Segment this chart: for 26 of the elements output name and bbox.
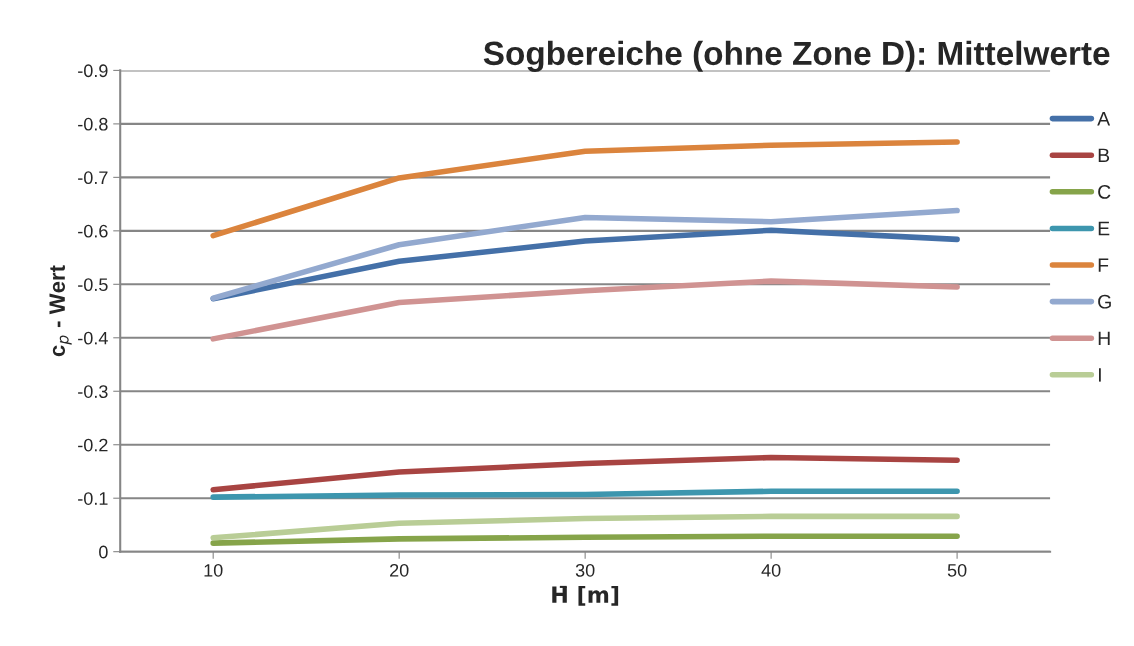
x-tick-label: 10 (204, 563, 223, 577)
y-tick-label: -0.2 (78, 438, 108, 452)
y-tick-label: -0.8 (78, 117, 108, 131)
legend-label: C (1098, 185, 1111, 199)
y-tick-label: -0.7 (78, 171, 108, 185)
y-tick-label: 0 (99, 545, 108, 559)
x-axis-title: H̄ [m] (552, 585, 619, 606)
legend-label: H (1098, 331, 1110, 346)
legend-label: F (1098, 258, 1109, 272)
x-tick-label: 30 (575, 563, 595, 577)
y-axis-title: c$_{p}$ - Wert (49, 265, 72, 357)
y-tick-label: -0.3 (78, 385, 108, 398)
y-tick-label: -0.6 (78, 224, 108, 238)
legend-label: A (1097, 112, 1111, 126)
x-tick-label: 50 (947, 563, 967, 577)
legend-label: I (1098, 368, 1101, 382)
chart-title: Sogbereiche (ohne Zone D): Mittelwerte (483, 40, 1110, 72)
x-tick-label: 40 (761, 563, 781, 577)
legend-label: E (1098, 221, 1110, 236)
y-tick-label: -0.5 (78, 278, 108, 292)
x-tick-label: 20 (390, 563, 409, 577)
y-tick-label: -0.1 (78, 492, 108, 505)
legend-label: G (1098, 294, 1111, 309)
legend-label: B (1098, 148, 1110, 163)
y-tick-label: -0.4 (78, 331, 108, 345)
y-tick-label: -0.9 (78, 64, 108, 78)
